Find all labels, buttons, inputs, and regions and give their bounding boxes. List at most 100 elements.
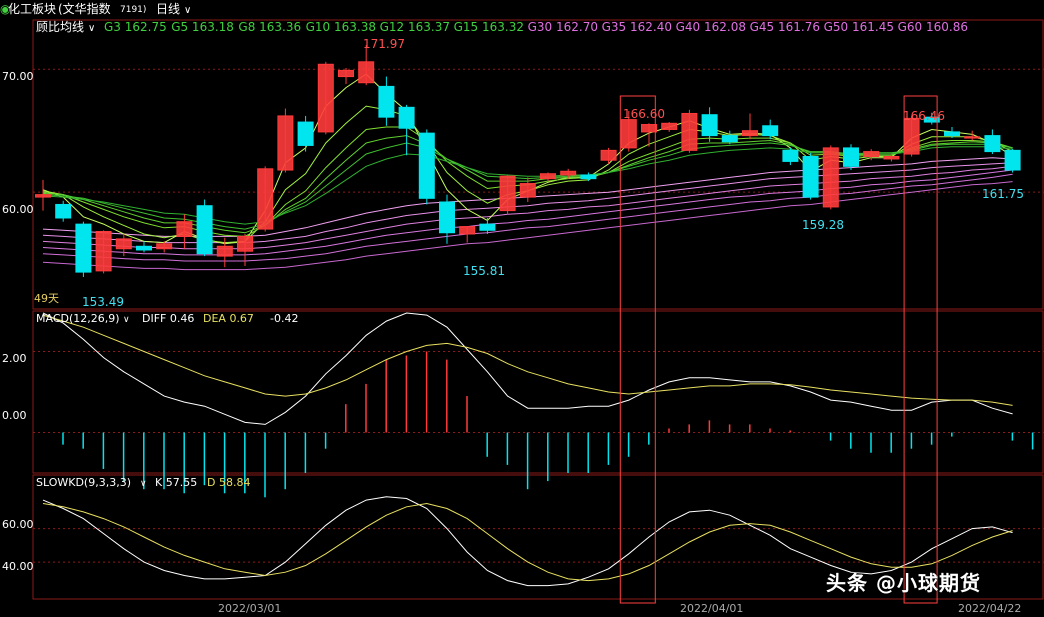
candle-up-fill xyxy=(641,124,657,132)
candle-down xyxy=(418,132,435,199)
gmma-long-line xyxy=(42,173,1013,262)
candle-down xyxy=(439,201,455,234)
candle-down xyxy=(782,149,799,162)
macd-lines xyxy=(42,312,1013,425)
ma-value-labels: G3 162.75 G5 163.18 G8 163.36 G10 163.38 G12… xyxy=(104,20,968,34)
ma-value-label: G12 163.37 xyxy=(380,20,450,34)
candle-down xyxy=(923,116,940,123)
candle-down xyxy=(479,223,496,231)
candlesticks xyxy=(35,44,1021,278)
candle-up-fill xyxy=(35,194,51,198)
period-dropdown[interactable]: 日线 xyxy=(156,2,180,16)
price-tick-label: 60.00 xyxy=(2,203,34,216)
macd-name[interactable]: MACD(12,26,9) xyxy=(36,312,120,325)
candle-up-fill xyxy=(500,176,516,211)
header-index-name: (文华指数 xyxy=(58,1,111,16)
peak-label: 166.60 xyxy=(623,107,665,121)
days-label: 49天 xyxy=(34,292,59,305)
candle-down xyxy=(136,245,152,251)
macd-tick-label: 2.00 xyxy=(2,352,27,365)
candle-down xyxy=(762,125,779,137)
candle-up-fill xyxy=(176,221,192,237)
candle-up-fill xyxy=(540,173,556,179)
panel-frames xyxy=(32,19,1044,600)
candle-down xyxy=(701,114,718,137)
low-label: 159.28 xyxy=(802,218,844,232)
low-label: 155.81 xyxy=(463,264,505,278)
candle-down xyxy=(580,174,597,180)
candle-up-fill xyxy=(338,70,354,77)
highlight-box xyxy=(619,95,656,604)
kd-name[interactable]: SLOWKD(9,3,3,3) xyxy=(36,476,131,489)
candle-up-fill xyxy=(277,115,293,171)
gmma-long-lines xyxy=(42,157,1013,271)
candle-up-fill xyxy=(237,236,253,252)
candle-up-fill xyxy=(823,147,839,207)
indicator-name[interactable]: 顾比均线 xyxy=(36,20,84,34)
candle-up-fill xyxy=(601,150,617,161)
candle-up-fill xyxy=(964,136,980,139)
candle-down xyxy=(984,135,1001,153)
gmma-short-lines xyxy=(42,73,1013,245)
indicator-chevron-icon[interactable]: ∨ xyxy=(88,23,95,34)
macd-tick-label: 0.00 xyxy=(2,409,27,422)
kd-chevron-icon[interactable]: ∨ xyxy=(140,479,147,489)
d-line xyxy=(42,502,1013,582)
candle-up-fill xyxy=(156,243,172,249)
gmma-short-line xyxy=(42,73,1013,245)
diff-line xyxy=(42,312,1013,425)
candle-down xyxy=(944,131,960,137)
candle-down xyxy=(802,156,819,198)
ma-value-label: G30 162.70 xyxy=(528,20,598,34)
low-label: 153.49 xyxy=(82,295,124,309)
candle-down xyxy=(398,106,415,129)
macd-dea-value: DEA 0.67 xyxy=(203,312,254,325)
candle-up-fill xyxy=(742,130,758,136)
candle-up-fill xyxy=(459,226,475,234)
peak-label: 166.46 xyxy=(903,109,945,123)
panel-frame xyxy=(32,310,1044,474)
candle-up-fill xyxy=(904,118,920,155)
candle-down xyxy=(1004,149,1021,171)
period-chevron-icon[interactable]: ∨ xyxy=(184,5,191,16)
high-label: 171.97 xyxy=(363,37,405,51)
kd-d-value: D 58.84 xyxy=(207,476,250,489)
macd-chevron-icon[interactable]: ∨ xyxy=(123,315,130,325)
ma-value-label: G3 162.75 xyxy=(104,20,167,34)
ma-value-label: G10 163.38 xyxy=(306,20,376,34)
header-prefix-icon: ◉ xyxy=(0,2,10,16)
ma-value-label: G50 161.45 xyxy=(824,20,894,34)
dea-line xyxy=(42,314,1013,406)
kd-tick-label: 60.00 xyxy=(2,518,34,531)
candle-down xyxy=(297,121,314,146)
panel-frame xyxy=(32,474,1044,600)
candle-up-fill xyxy=(257,168,273,230)
last-price-label: 161.75 xyxy=(982,187,1024,201)
candle-down xyxy=(721,135,738,143)
highlight-box xyxy=(903,95,938,604)
kd-lines xyxy=(42,496,1013,587)
ma-value-label: G35 162.40 xyxy=(602,20,672,34)
candle-down xyxy=(196,205,213,255)
candle-up-fill xyxy=(116,238,132,249)
ma-value-label: G45 161.76 xyxy=(750,20,820,34)
k-line xyxy=(42,496,1013,587)
watermark: 头条 @小球期货 xyxy=(826,571,981,595)
kd-k-value: K 57.55 xyxy=(155,476,197,489)
candle-up-fill xyxy=(560,171,576,175)
candle-down xyxy=(843,147,859,167)
ma-value-label: G40 162.08 xyxy=(676,20,746,34)
candle-up-fill xyxy=(661,123,677,130)
date-label: 2022/04/01 xyxy=(680,602,743,615)
candle-up-fill xyxy=(217,246,233,257)
price-tick-label: 70.00 xyxy=(2,70,34,83)
gmma-long-line xyxy=(42,181,1013,271)
macd-diff-value: DIFF 0.46 xyxy=(142,312,194,325)
highlight-boxes xyxy=(619,95,938,604)
kd-grid xyxy=(33,528,1044,563)
candle-up-fill xyxy=(318,64,334,132)
ma-value-label: G5 163.18 xyxy=(171,20,234,34)
candle-down xyxy=(378,85,395,118)
ma-value-label: G15 163.32 xyxy=(454,20,524,34)
